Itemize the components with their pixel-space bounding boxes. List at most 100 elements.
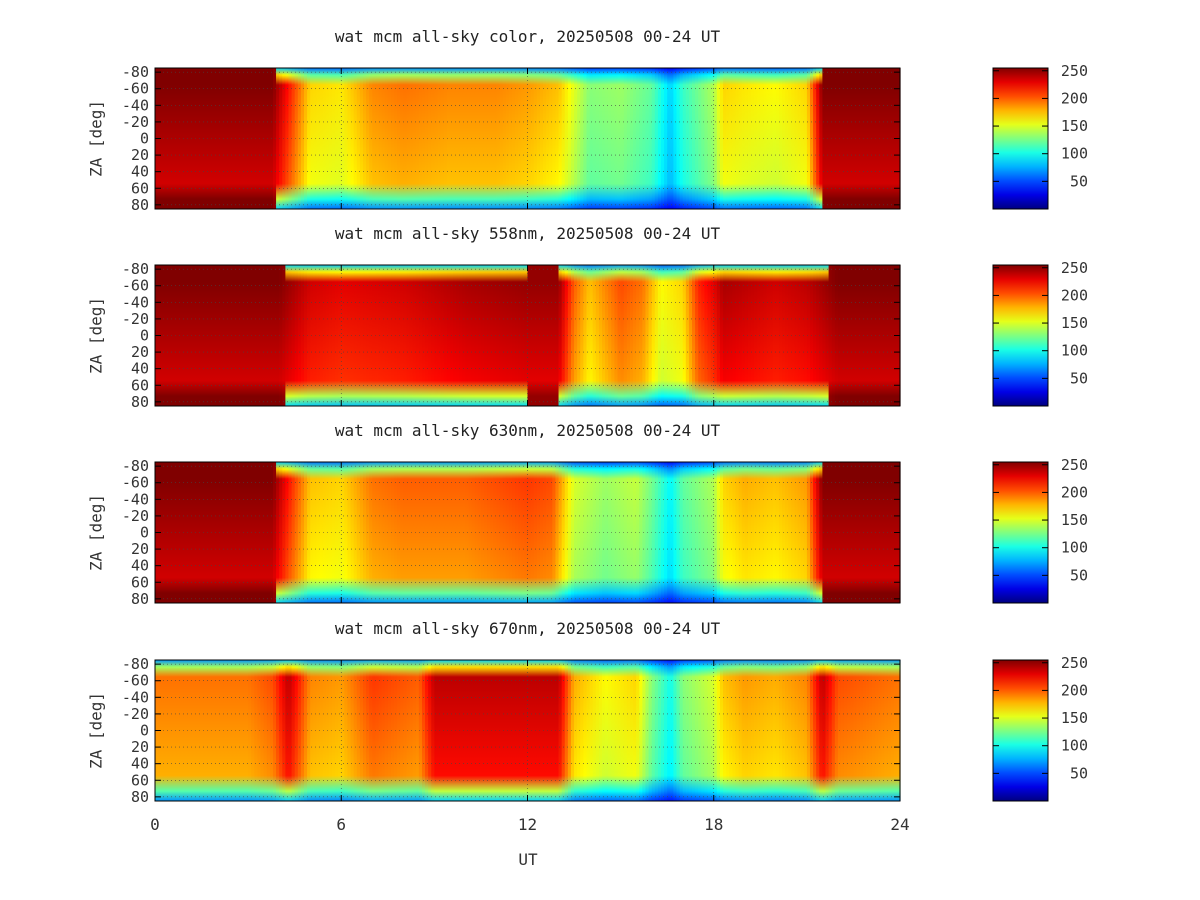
heatmap-cell <box>778 462 783 603</box>
heatmap-cell <box>238 265 243 406</box>
heatmap-cell <box>710 68 715 209</box>
colorbar <box>992 659 1049 802</box>
colorbar-tick-label: 50 <box>1070 172 1088 190</box>
heatmap-cell <box>564 660 569 801</box>
heatmap-cell <box>372 68 376 209</box>
heatmap-cell <box>480 68 485 209</box>
heatmap-cell <box>195 660 200 801</box>
heatmap-cell <box>235 68 240 209</box>
heatmap-cell <box>636 265 640 406</box>
heatmap-cell <box>800 68 805 209</box>
heatmap-cell <box>890 68 895 209</box>
heatmap-cell <box>530 660 535 801</box>
heatmap-cell <box>446 462 451 603</box>
heatmap-cell <box>431 660 435 801</box>
heatmap-cell <box>679 68 684 209</box>
heatmap-cell <box>642 660 647 801</box>
heatmap-cell <box>372 462 376 603</box>
heatmap-cell <box>378 265 383 406</box>
heatmap-cell <box>719 660 724 801</box>
heatmap-cell <box>400 265 404 406</box>
heatmap-cell <box>803 462 808 603</box>
heatmap-cell <box>254 462 259 603</box>
heatmap-cell <box>300 660 305 801</box>
heatmap-cell <box>735 660 740 801</box>
heatmap-cell <box>347 462 352 603</box>
heatmap-cell <box>254 660 259 801</box>
heatmap-cell <box>828 660 833 801</box>
heatmap-cell <box>884 462 889 603</box>
heatmap-cell <box>788 265 792 406</box>
heatmap-cell <box>390 462 395 603</box>
heatmap-cell <box>605 660 609 801</box>
heatmap-cell <box>595 265 600 406</box>
heatmap-cell <box>294 68 299 209</box>
heatmap-cell <box>868 660 873 801</box>
heatmap-cell <box>620 265 625 406</box>
heatmap-cell <box>344 68 349 209</box>
heatmap-cell <box>279 68 283 209</box>
heatmap-cell <box>207 68 212 209</box>
heatmap-cell <box>819 660 823 801</box>
heatmap-cell <box>375 462 380 603</box>
heatmap-cell <box>484 462 488 603</box>
colorbar <box>992 461 1049 604</box>
heatmap-cell <box>307 265 311 406</box>
heatmap-cell <box>428 462 432 603</box>
heatmap-cell <box>636 68 640 209</box>
heatmap-cell <box>676 265 681 406</box>
heatmap-cell <box>331 68 336 209</box>
heatmap-cell <box>217 68 221 209</box>
heatmap-cell <box>300 265 305 406</box>
heatmap-cell <box>583 462 588 603</box>
heatmap-cell <box>400 68 404 209</box>
heatmap-cell <box>245 660 249 801</box>
heatmap-cell <box>511 265 516 406</box>
heatmap-cell <box>291 68 296 209</box>
heatmap-cell <box>605 68 609 209</box>
heatmap-cell <box>344 265 349 406</box>
heatmap-cell <box>744 68 749 209</box>
heatmap-cell <box>515 68 519 209</box>
heatmap-cell <box>496 660 501 801</box>
heatmap-cell <box>279 660 283 801</box>
heatmap-cell <box>276 265 280 406</box>
heatmap-cell <box>704 462 709 603</box>
heatmap-cell <box>732 68 737 209</box>
colorbar-tick-label: 100 <box>1061 342 1088 360</box>
heatmap-cell <box>539 660 544 801</box>
heatmap-cell <box>605 462 609 603</box>
heatmap-cell <box>527 68 532 209</box>
heatmap-cell <box>605 265 609 406</box>
heatmap-cell <box>570 660 575 801</box>
heatmap-cell <box>204 68 209 209</box>
heatmap-cell <box>847 265 851 406</box>
heatmap-cell <box>868 462 873 603</box>
heatmap-cell <box>182 265 187 406</box>
heatmap-cell <box>487 462 491 603</box>
heatmap-cell <box>300 68 305 209</box>
heatmap-cell <box>499 660 504 801</box>
heatmap-cell <box>660 265 665 406</box>
heatmap-cell <box>474 462 479 603</box>
heatmap-cell <box>294 660 299 801</box>
colorbar-tick-label: 200 <box>1061 286 1088 304</box>
heatmap-cell <box>502 660 507 801</box>
heatmap-cell <box>254 265 259 406</box>
heatmap-cell <box>238 660 243 801</box>
y-tick-label: 0 <box>140 722 149 740</box>
heatmap-cell <box>772 68 777 209</box>
heatmap-cell <box>791 68 796 209</box>
y-tick-label: 60 <box>131 771 149 789</box>
heatmap-cell <box>791 265 796 406</box>
heatmap-cell <box>751 660 755 801</box>
heatmap-cell <box>719 462 724 603</box>
heatmap-cell <box>682 68 687 209</box>
heatmap-cell <box>288 68 293 209</box>
heatmap-cell <box>304 462 308 603</box>
heatmap-cell <box>564 462 569 603</box>
heatmap-cell <box>772 265 777 406</box>
heatmap-cell <box>692 68 696 209</box>
heatmap-cell <box>220 462 224 603</box>
